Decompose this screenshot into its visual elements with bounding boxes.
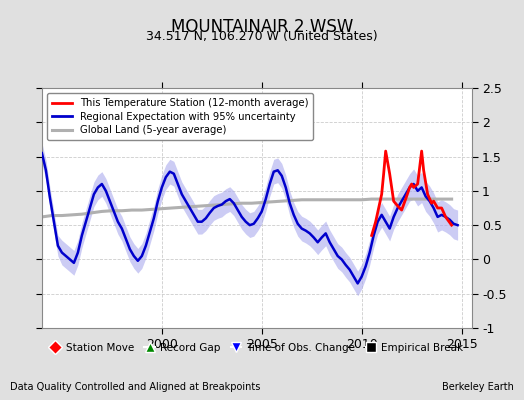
Text: MOUNTAINAIR 2 WSW: MOUNTAINAIR 2 WSW (171, 18, 353, 36)
Text: Berkeley Earth: Berkeley Earth (442, 382, 514, 392)
Legend: Station Move, Record Gap, Time of Obs. Change, Empirical Break: Station Move, Record Gap, Time of Obs. C… (47, 340, 467, 356)
Text: Data Quality Controlled and Aligned at Breakpoints: Data Quality Controlled and Aligned at B… (10, 382, 261, 392)
Y-axis label: Temperature Anomaly (°C): Temperature Anomaly (°C) (523, 129, 524, 287)
Text: 34.517 N, 106.270 W (United States): 34.517 N, 106.270 W (United States) (146, 30, 378, 43)
Legend: This Temperature Station (12-month average), Regional Expectation with 95% uncer: This Temperature Station (12-month avera… (47, 93, 313, 140)
